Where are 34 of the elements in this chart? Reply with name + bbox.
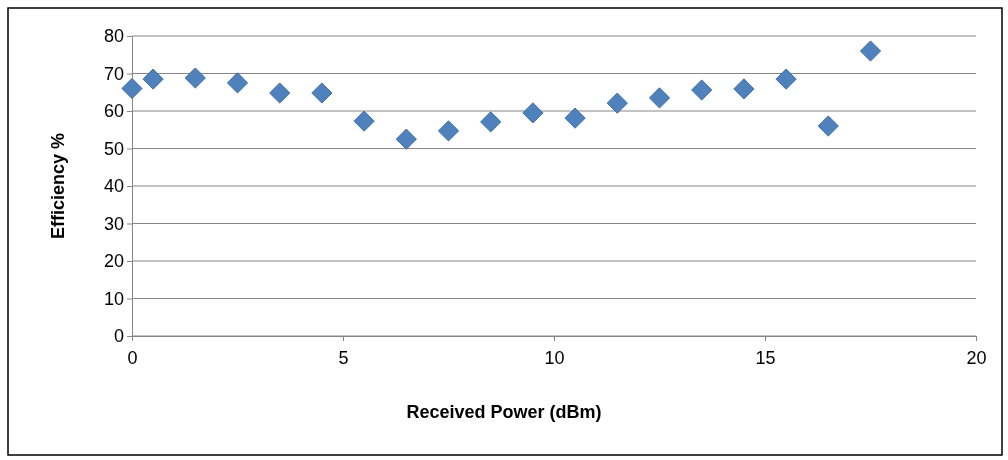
point xyxy=(859,40,882,62)
point xyxy=(269,82,291,104)
x-tick-label: 20 xyxy=(966,347,987,368)
point xyxy=(648,87,671,109)
x-tick-label: 0 xyxy=(127,347,138,368)
point xyxy=(226,72,249,94)
x-tick-label: 10 xyxy=(544,347,565,368)
y-tick-label: 10 xyxy=(103,288,124,309)
x-axis-title: Received Power (dBm) xyxy=(406,402,602,422)
point xyxy=(775,68,797,90)
y-tick-label: 40 xyxy=(103,176,124,197)
y-axis-title: Efficiency % xyxy=(48,132,68,240)
point xyxy=(522,102,544,124)
point xyxy=(733,78,755,100)
x-tick-label: 5 xyxy=(338,347,349,368)
point xyxy=(437,120,460,142)
point xyxy=(142,68,164,90)
point xyxy=(311,82,333,104)
y-tick-label: 0 xyxy=(113,326,124,347)
point xyxy=(353,110,375,132)
point xyxy=(817,115,839,137)
y-tick-label: 30 xyxy=(103,213,124,234)
y-tick-label: 80 xyxy=(103,26,124,47)
point xyxy=(184,67,206,89)
point xyxy=(395,128,417,150)
point xyxy=(606,92,628,114)
y-tick-label: 70 xyxy=(103,63,124,84)
point xyxy=(564,107,586,129)
point xyxy=(480,111,502,133)
y-tick-label: 20 xyxy=(103,251,124,272)
x-tick-label: 15 xyxy=(755,347,776,368)
point xyxy=(691,79,713,101)
y-tick-label: 60 xyxy=(103,101,124,122)
y-tick-label: 50 xyxy=(103,138,124,159)
